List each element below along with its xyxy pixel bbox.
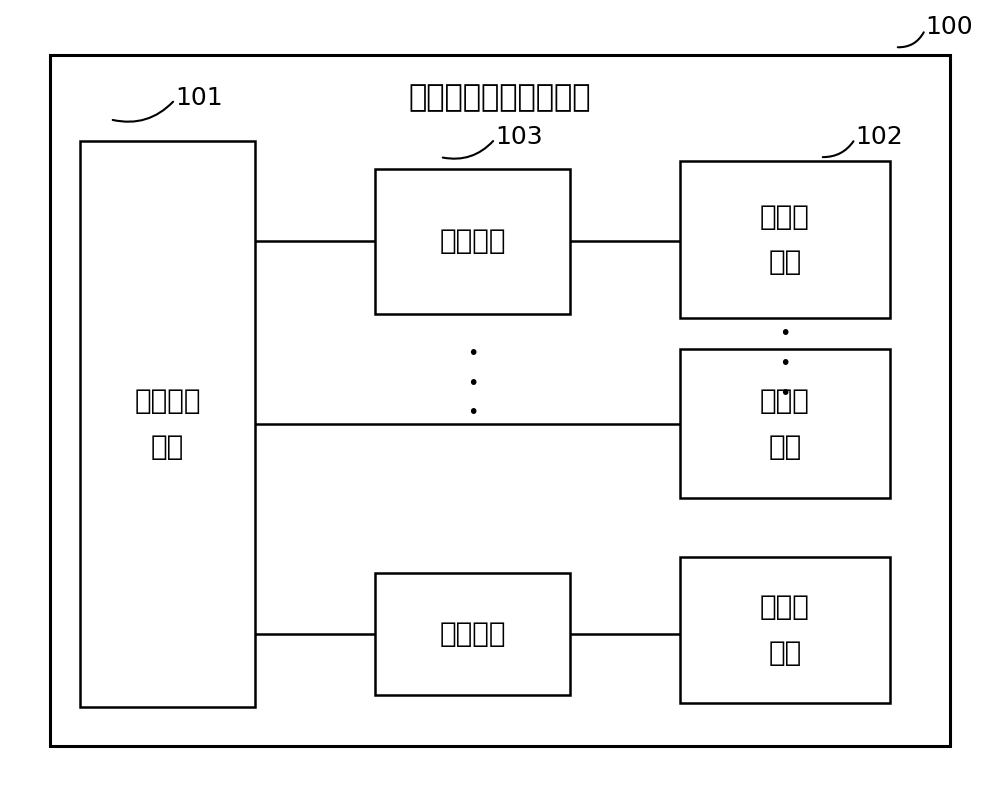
Text: 待控制
单元: 待控制 单元 xyxy=(760,593,810,666)
Text: 开关单元: 开关单元 xyxy=(439,620,506,648)
FancyBboxPatch shape xyxy=(80,141,255,706)
FancyBboxPatch shape xyxy=(680,557,890,703)
Text: •: • xyxy=(779,354,791,373)
Text: 102: 102 xyxy=(855,126,903,149)
FancyBboxPatch shape xyxy=(375,169,570,314)
Text: •: • xyxy=(779,324,791,343)
Text: 运行控制
单元: 运行控制 单元 xyxy=(134,387,201,461)
Text: 待控制
单元: 待控制 单元 xyxy=(760,387,810,461)
Text: 100: 100 xyxy=(925,16,973,39)
Text: 103: 103 xyxy=(495,126,543,149)
FancyBboxPatch shape xyxy=(680,161,890,318)
Text: 待控制
单元: 待控制 单元 xyxy=(760,203,810,276)
Text: 基于层次化的控制电路: 基于层次化的控制电路 xyxy=(409,84,591,112)
Text: •: • xyxy=(467,344,478,363)
FancyBboxPatch shape xyxy=(680,349,890,498)
FancyBboxPatch shape xyxy=(50,55,950,746)
FancyBboxPatch shape xyxy=(375,573,570,695)
Text: •: • xyxy=(779,384,791,403)
Text: 开关单元: 开关单元 xyxy=(439,228,506,255)
Text: •: • xyxy=(467,374,478,392)
Text: 101: 101 xyxy=(175,86,223,110)
Text: •: • xyxy=(467,403,478,422)
